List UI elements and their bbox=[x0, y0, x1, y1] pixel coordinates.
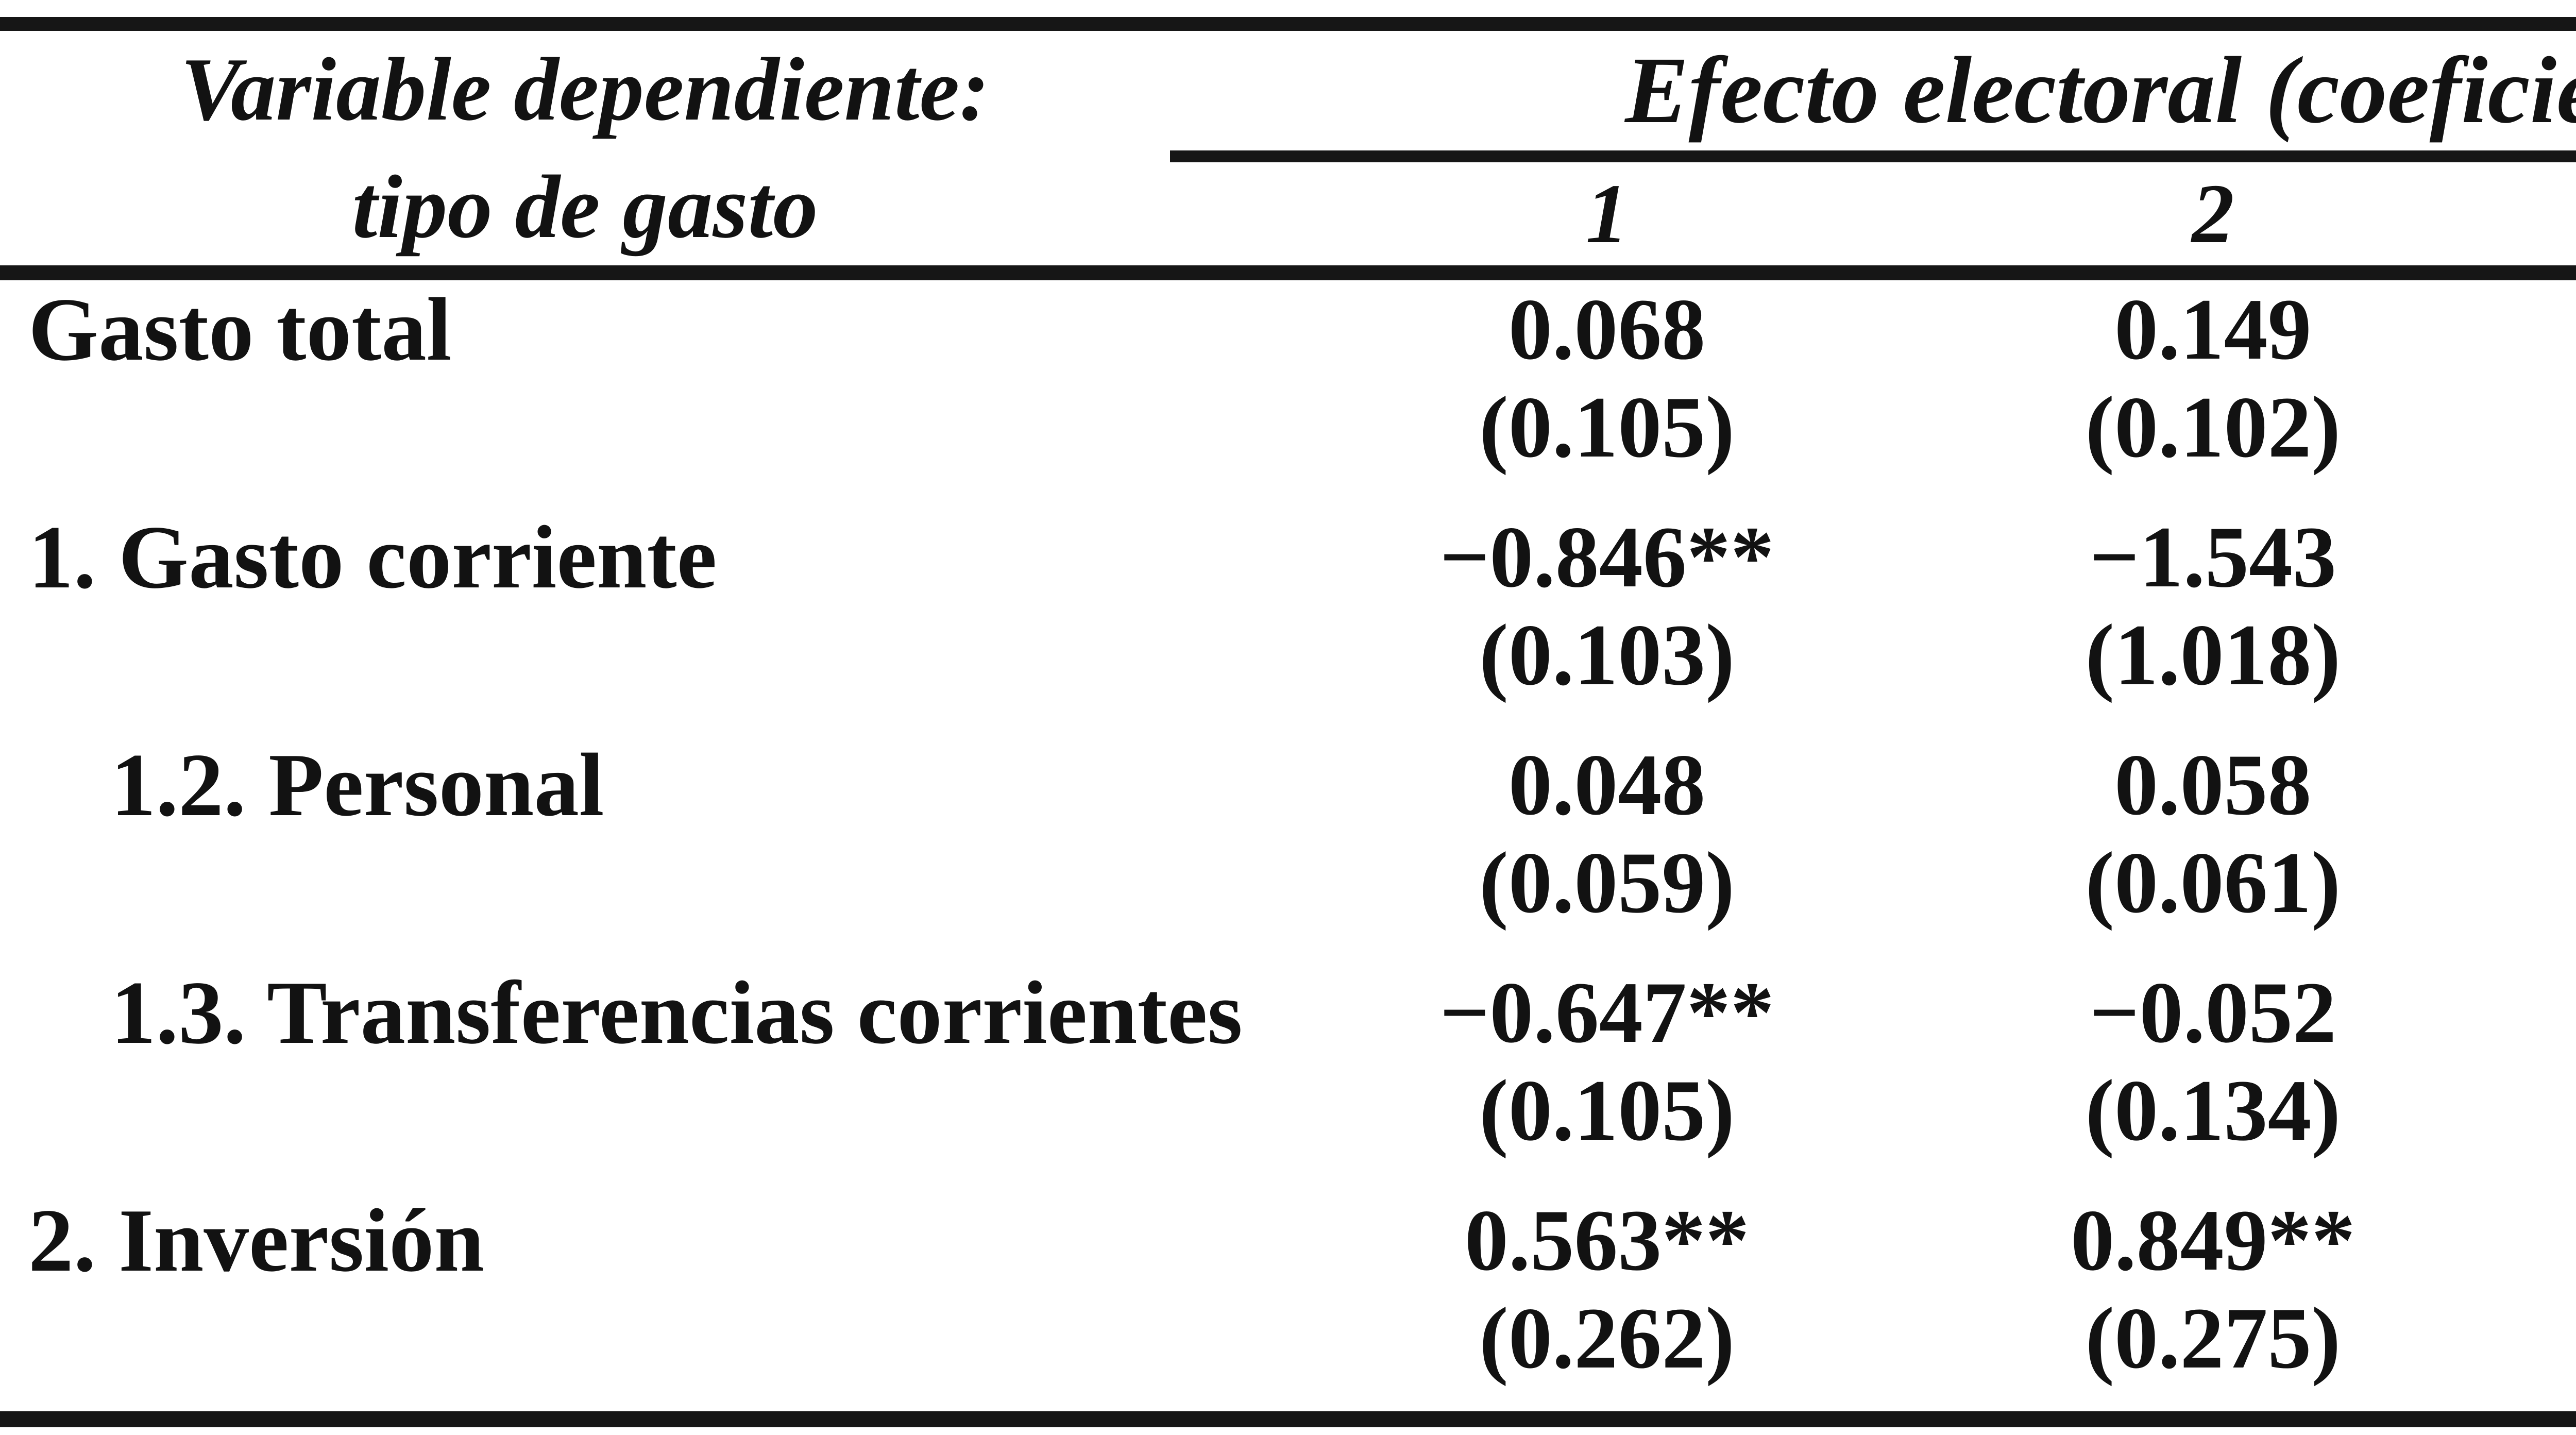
table-row-se: (0.262) (0.275) (0.275) bbox=[0, 1289, 2576, 1419]
se-cell: (0.134) bbox=[2085, 1062, 2341, 1159]
row-label-spacer bbox=[0, 378, 1170, 508]
dependent-variable-header-line2: tipo de gasto bbox=[352, 156, 818, 257]
coef-cell: 0.068 bbox=[1508, 281, 1706, 378]
column-number-1: 1 bbox=[1170, 156, 1910, 281]
coef-cell: 0.843** bbox=[2516, 1191, 2576, 1289]
row-label: 2. Inversión bbox=[28, 1190, 484, 1290]
table-body: Gasto total 0.068 0.149 0.148 (0.105) (0.102)… bbox=[0, 273, 2576, 1420]
se-cell: (0.061) bbox=[2085, 834, 2341, 931]
dependent-variable-header: Variable dependiente: tipo de gasto bbox=[0, 24, 1171, 280]
coef-cell: −1.561 bbox=[2516, 508, 2576, 606]
dependent-variable-header-line1: Variable dependiente: bbox=[180, 39, 990, 139]
table-row-coef: 1.2. Personal 0.048 0.058 0.053 bbox=[0, 736, 2576, 834]
table-row-se: (0.105) (0.102) (0.102) bbox=[0, 378, 2576, 508]
column-number-3: 3 bbox=[2516, 156, 2576, 281]
table-header: Variable dependiente: tipo de gasto Efec… bbox=[0, 24, 2576, 281]
coef-cell: −0.049 bbox=[2516, 964, 2576, 1061]
table-row-se: (0.105) (0.134) (0.133) bbox=[0, 1061, 2576, 1191]
se-cell: (0.059) bbox=[1479, 834, 1735, 931]
table-row-se: (0.103) (1.018) (1.020) bbox=[0, 606, 2576, 736]
row-label-spacer bbox=[0, 606, 1170, 736]
regression-results-table: Variable dependiente: tipo de gasto Efec… bbox=[0, 17, 2576, 1427]
row-label: 1.2. Personal bbox=[111, 735, 604, 835]
row-label: Gasto total bbox=[28, 279, 452, 379]
column-number-2: 2 bbox=[1909, 156, 2516, 281]
coef-cell: 0.849** bbox=[2071, 1192, 2355, 1289]
se-cell: (1.018) bbox=[2085, 606, 2341, 703]
se-cell: (1.020) bbox=[2516, 606, 2576, 736]
table-row-se: (0.059) (0.061) (0.061) bbox=[0, 834, 2576, 964]
coef-cell: 0.563** bbox=[1464, 1192, 1750, 1289]
se-cell: (0.275) bbox=[2516, 1289, 2576, 1419]
se-cell: (0.133) bbox=[2516, 1061, 2576, 1191]
electoral-effect-group-header-text: Efecto electoral (coeficiente d) bbox=[1625, 38, 2576, 144]
se-cell: (0.105) bbox=[1479, 379, 1735, 476]
table-row-coef: 2. Inversión 0.563** 0.849** 0.843** bbox=[0, 1191, 2576, 1289]
coef-cell: −0.052 bbox=[2089, 964, 2336, 1061]
group-header-row: Variable dependiente: tipo de gasto Efec… bbox=[0, 24, 2576, 280]
table-row-coef: Gasto total 0.068 0.149 0.148 bbox=[0, 273, 2576, 379]
table-row-coef: 1.3. Transferencias corrientes −0.647** −0… bbox=[0, 964, 2576, 1061]
coef-cell: 0.053 bbox=[2516, 736, 2576, 834]
coef-cell: −1.543 bbox=[2089, 509, 2336, 605]
column-number-row: 123 bbox=[0, 156, 2576, 281]
row-label: 1. Gasto corriente bbox=[28, 507, 717, 607]
se-cell: (0.102) bbox=[2085, 379, 2341, 476]
se-cell: (0.262) bbox=[1479, 1290, 1735, 1387]
table-row-coef: 1. Gasto corriente −0.846** −1.543 −1.561 bbox=[0, 508, 2576, 606]
coef-cell: 0.148 bbox=[2516, 273, 2576, 379]
se-cell: (0.061) bbox=[2516, 834, 2576, 964]
se-cell: (0.275) bbox=[2085, 1290, 2341, 1387]
coef-cell: −0.647** bbox=[1439, 964, 1774, 1061]
row-label-spacer bbox=[0, 1061, 1170, 1191]
row-label: 1.3. Transferencias corrientes bbox=[111, 963, 1243, 1062]
se-cell: (0.103) bbox=[1479, 606, 1735, 703]
row-label-spacer bbox=[0, 834, 1170, 964]
coef-cell: 0.149 bbox=[2114, 281, 2312, 378]
coef-cell: 0.058 bbox=[2114, 736, 2312, 833]
electoral-effect-group-header: Efecto electoral (coeficiente d) bbox=[1170, 24, 2576, 162]
coef-cell: 0.048 bbox=[1508, 736, 1706, 833]
row-label-spacer bbox=[0, 1289, 1170, 1419]
se-cell: (0.102) bbox=[2516, 378, 2576, 508]
se-cell: (0.105) bbox=[1479, 1062, 1735, 1159]
coef-cell: −0.846** bbox=[1439, 509, 1774, 605]
